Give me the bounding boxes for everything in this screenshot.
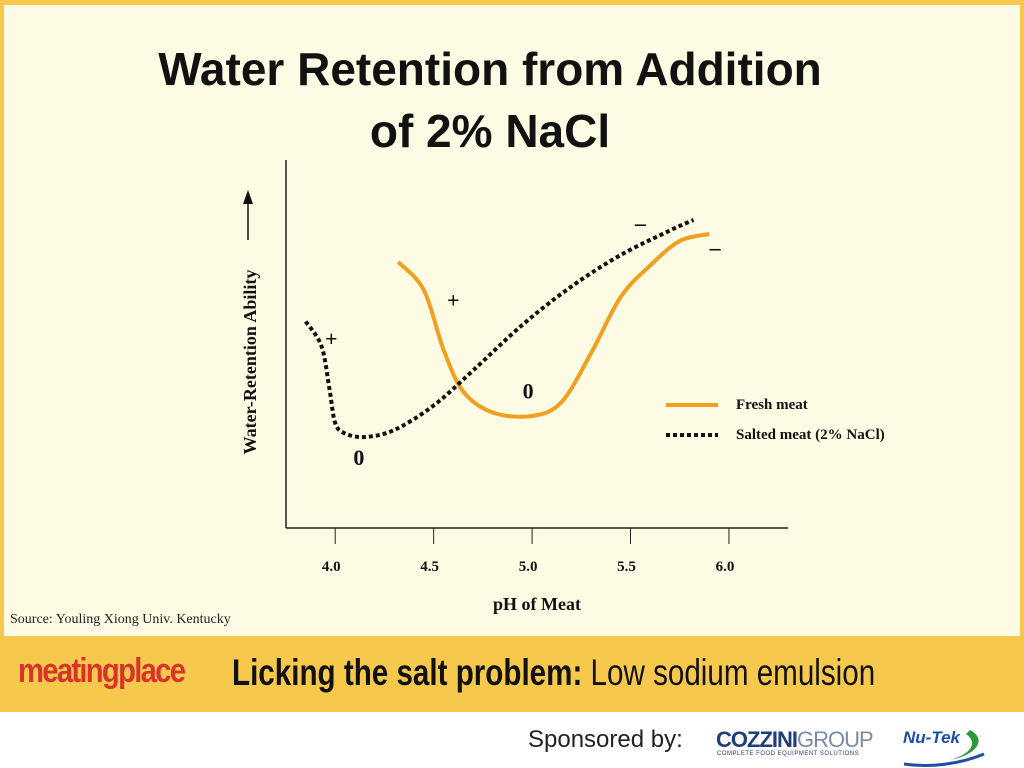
series-line-1 [304,218,695,440]
title-line-2: of 2% NaCl [369,105,611,157]
cozzini-tagline: COMPLETE FOOD EQUIPMENT SOLUTIONS [717,751,860,757]
legend-label-0: Fresh meat [736,397,808,413]
source-credit: Source: Youling Xiong Univ. Kentucky [10,612,231,627]
meatingplace-logo[interactable]: meatingplace [18,652,186,690]
cozzini-main: COZZINI [716,727,798,752]
sponsor-footer [0,712,1024,768]
water-retention-chart: 4.0 4.5 5.0 5.5 6.0 pH of Meat Water-Retention… [240,160,885,614]
annotation-3: 0 [523,379,534,404]
annotation-4: – [634,211,647,236]
annotation-0: + [325,326,338,351]
series-line-0 [396,232,710,419]
annotation-1: 0 [353,445,364,470]
headline-bold: Licking the salt problem: [232,652,583,693]
nutek-logo[interactable]: Nu-Tek [903,728,960,747]
slide-frame-top [0,0,1024,5]
banner-headline: Licking the salt problem: Low sodium emu… [232,652,875,694]
annotation-5: – [709,235,722,260]
chart-annotations: +0 +0 – – [325,211,722,471]
slide-background [0,0,1024,636]
x-tick-label-3: 5.5 [617,559,636,575]
x-tick-label-1: 4.5 [420,559,439,575]
x-tick-label-2: 5.0 [519,559,538,575]
legend-label-1: Salted meat (2% NaCl) [736,427,885,443]
x-axis-label: pH of Meat [493,594,581,614]
sponsored-by-label: Sponsored by: [528,726,683,753]
slide-title: Water Retention from Addition of 2% NaCl [60,38,920,162]
x-tick-label-0: 4.0 [322,559,341,575]
y-axis-label: Water-Retention Ability [240,270,260,455]
nutek-swoosh-icon [903,730,985,767]
annotation-2: + [447,288,460,313]
chart-legend: Fresh meat Salted meat (2% NaCl) [666,397,885,443]
cozzini-group-logo[interactable]: COZZINIGROUP [716,727,874,753]
y-axis-arrow-icon [243,190,253,204]
slide-frame-left [0,0,4,636]
headline-rest: Low sodium emulsion [582,652,876,693]
x-tick-label-4: 6.0 [716,559,735,575]
slide-frame-right [1020,0,1024,636]
chart-series [304,218,710,440]
sponsor-banner [0,636,1024,712]
chart-axes: 4.0 4.5 5.0 5.5 6.0 pH of Meat Water-Retention… [240,160,788,614]
title-line-1: Water Retention from Addition [158,43,822,95]
cozzini-group: GROUP [797,727,874,752]
